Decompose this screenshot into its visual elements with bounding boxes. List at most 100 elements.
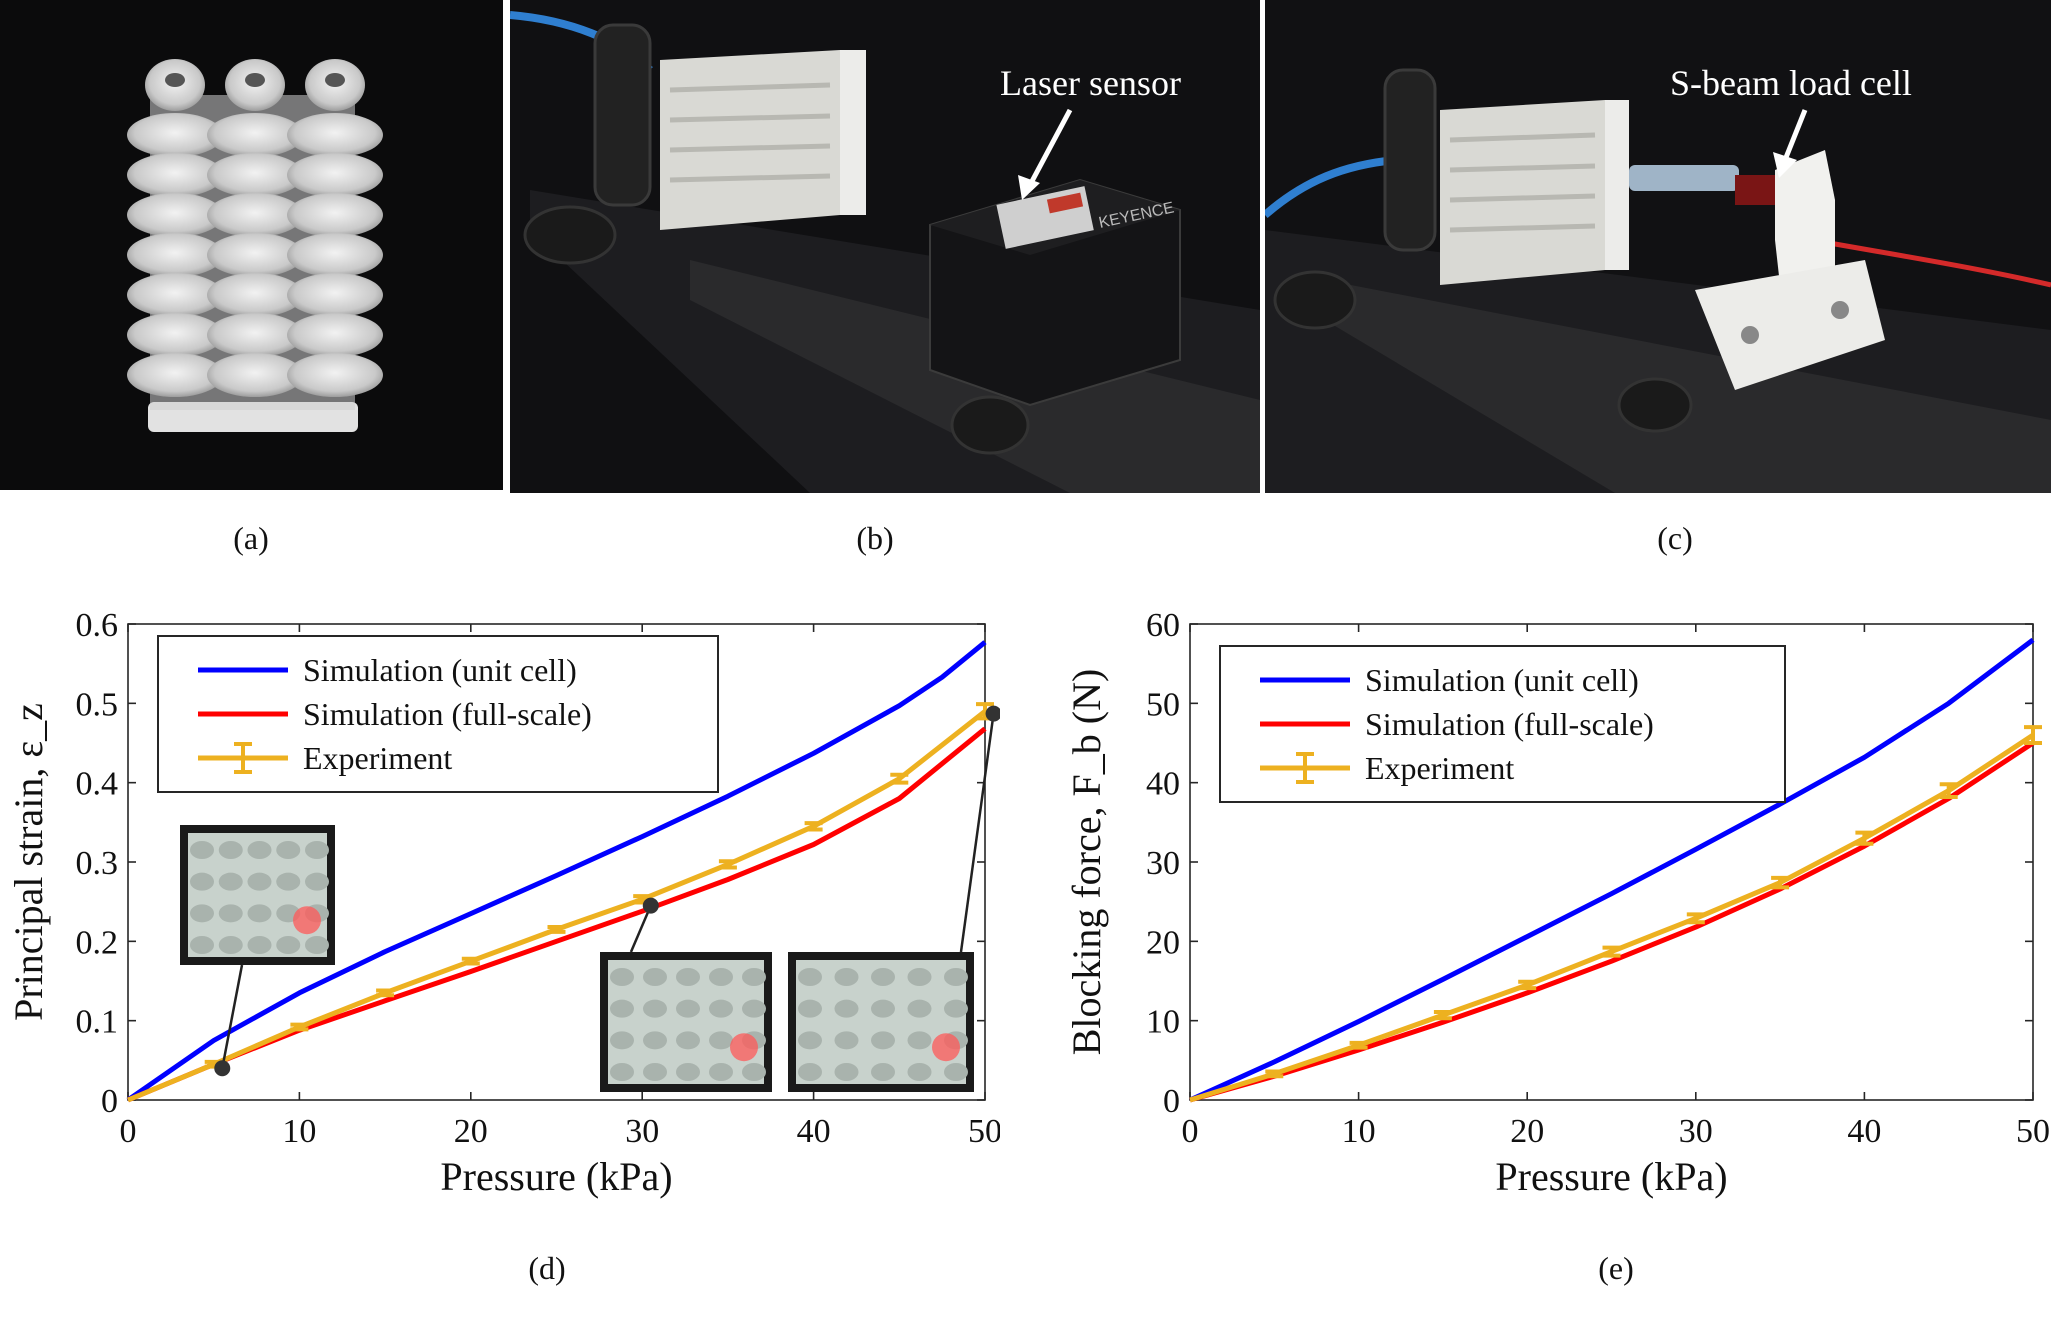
inset-lattice-cell: [643, 968, 667, 986]
e-legend-label-2: Experiment: [1365, 750, 1514, 786]
inset-lattice-cell: [798, 968, 822, 986]
chart-d-xlabel: Pressure (kPa): [440, 1154, 672, 1199]
inset-lattice-cell: [643, 999, 667, 1018]
d-ytick-label: 0.1: [76, 1004, 119, 1041]
e-xtick-label: 50: [2016, 1113, 2050, 1150]
e-ytick-label: 0: [1163, 1083, 1180, 1120]
d-ytick-label: 0.2: [76, 924, 119, 961]
inset-lattice-cell: [276, 872, 301, 891]
inset-lattice-cell: [834, 1063, 859, 1081]
inset-lattice-cell: [834, 1031, 859, 1050]
inset-lattice-cell: [610, 999, 634, 1018]
inset-lattice-cell: [709, 1063, 733, 1081]
data-marker-dot: [642, 897, 659, 914]
inset-lattice-cell: [610, 968, 634, 986]
inset-lattice-cell: [907, 968, 932, 986]
chart-d-insets: [180, 705, 1000, 1092]
inset-lattice-cell: [276, 936, 301, 954]
inset-lattice-cell: [798, 999, 822, 1018]
data-marker-dot: [214, 1060, 231, 1077]
inset-lattice-cell: [742, 999, 766, 1018]
panel-label-d: (d): [528, 1250, 566, 1286]
inset-lattice-cell: [218, 904, 243, 923]
load-cell-annotation: S-beam load cell: [1670, 63, 1912, 103]
inset-lattice-cell: [643, 1031, 667, 1050]
inset-lattice-cell: [676, 968, 700, 986]
d-ytick-label: 0.3: [76, 845, 119, 882]
inset-lattice-cell: [218, 872, 243, 891]
photo-lattice-actuator: [0, 0, 503, 490]
chart-blocking-force: 0 10 20 30 40 50 0 10 20 30 40 50 60 Simulation (uni…: [1064, 607, 2050, 1199]
lattice-actuator-illustration: [127, 59, 383, 432]
e-xtick-label: 30: [1679, 1113, 1713, 1150]
inset-lattice-cell: [907, 999, 932, 1018]
inset-lattice-cell: [871, 1063, 895, 1081]
inset-lattice-cell: [276, 841, 301, 859]
inset-lattice-cell: [944, 968, 968, 986]
chart-e-series: [1188, 637, 2042, 1103]
inset-lattice-cell: [643, 1063, 667, 1081]
inset-lattice-cell: [709, 1031, 733, 1050]
chart-e-xlabel: Pressure (kPa): [1495, 1154, 1727, 1199]
inset-lattice-cell: [676, 999, 700, 1018]
d-ytick-label: 0.4: [76, 766, 119, 803]
e-ytick-label: 60: [1146, 607, 1180, 644]
inset-lattice-cell: [305, 872, 329, 891]
d-legend-label-0: Simulation (unit cell): [303, 652, 577, 688]
e-legend-label-0: Simulation (unit cell): [1365, 662, 1639, 698]
inset-leader-line: [629, 905, 652, 953]
inset-lattice-cell: [305, 841, 329, 859]
d-xtick-label: 0: [120, 1113, 137, 1150]
inset-lattice-cell: [247, 904, 272, 923]
d-ytick-label: 0.6: [76, 607, 119, 644]
inset-lattice-cell: [610, 1063, 634, 1081]
inset-lattice-cell: [676, 1063, 700, 1081]
panel-label-a: (a): [233, 520, 269, 556]
inset-lattice-cell: [709, 968, 733, 986]
e-ytick-label: 20: [1146, 924, 1180, 961]
inset-laser-spot: [293, 906, 321, 935]
inset-leader-line: [221, 964, 244, 1069]
panel-label-b: (b): [856, 520, 894, 556]
e-ytick-label: 10: [1146, 1004, 1180, 1041]
inset-lattice-cell: [871, 968, 895, 986]
photo-laser-sensor-setup: KEYENCE Laser sensor: [510, 0, 1260, 493]
chart-e-legend: Simulation (unit cell) Simulation (full-s…: [1219, 645, 1786, 803]
d-ytick-label: 0.5: [76, 686, 119, 723]
inset-lattice-cell: [610, 1031, 634, 1050]
e-series-line-0: [1188, 637, 2035, 1103]
inset-lattice-cell: [190, 872, 214, 891]
inset-lattice-cell: [944, 1063, 968, 1081]
inset-laser-spot: [932, 1033, 960, 1062]
panel-label-c: (c): [1657, 520, 1693, 556]
d-xtick-label: 20: [454, 1113, 488, 1150]
e-ytick-label: 30: [1146, 845, 1180, 882]
inset-lattice-cell: [305, 936, 329, 954]
inset-lattice-cell: [709, 999, 733, 1018]
inset-lattice-cell: [247, 936, 272, 954]
laser-sensor-annotation: Laser sensor: [1000, 63, 1181, 103]
e-xtick-label: 10: [1342, 1113, 1376, 1150]
inset-lattice-cell: [218, 936, 243, 954]
inset-lattice-cell: [871, 1031, 895, 1050]
inset-lattice-cell: [834, 968, 859, 986]
inset-lattice-cell: [190, 841, 214, 859]
chart-e-ylabel: Blocking force, F_b (N): [1064, 669, 1109, 1056]
chart-d-legend: Simulation (unit cell) Simulation (full-s…: [157, 635, 719, 793]
load-cell-setup-illustration: S-beam load cell: [1265, 0, 2051, 493]
data-marker-dot: [985, 705, 1000, 722]
inset-lattice-cell: [190, 904, 214, 923]
photo-load-cell-setup: S-beam load cell: [1265, 0, 2051, 493]
inset-lattice-cell: [742, 968, 766, 986]
inset-lattice-cell: [218, 841, 243, 859]
d-legend-label-2: Experiment: [303, 740, 452, 776]
e-ytick-label: 40: [1146, 766, 1180, 803]
inset-lattice-cell: [907, 1063, 932, 1081]
inset-lattice-cell: [834, 999, 859, 1018]
chart-d-ylabel: Principal strain, ε_z: [6, 703, 51, 1021]
laser-setup-illustration: KEYENCE Laser sensor: [510, 0, 1260, 493]
e-xtick-label: 0: [1182, 1113, 1199, 1150]
d-xtick-label: 50: [968, 1113, 1000, 1150]
d-xtick-label: 30: [625, 1113, 659, 1150]
inset-lattice-cell: [907, 1031, 932, 1050]
